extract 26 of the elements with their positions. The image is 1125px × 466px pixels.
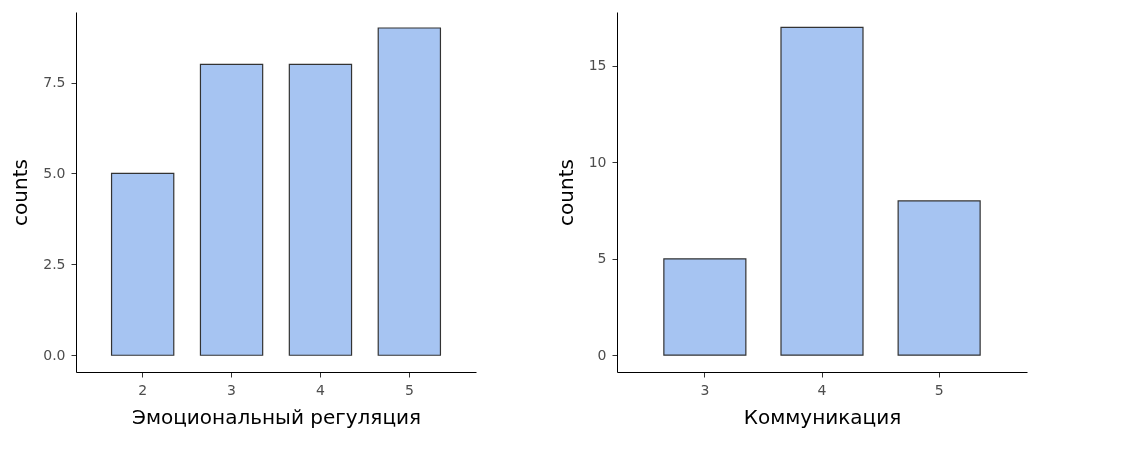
y-tick-label: 15 [588,57,607,74]
y-tick-label: 5 [597,250,607,267]
y-tick-label: 0 [597,346,607,363]
x-axis-title: Коммуникация [743,404,902,429]
bar [377,27,442,356]
x-tick-label: 2 [138,381,148,398]
x-tick-label: 3 [227,381,237,398]
x-tick-label: 4 [817,381,827,398]
y-axis-title: counts [553,159,578,226]
x-tick-label: 5 [934,381,944,398]
bar [199,63,264,356]
bar [110,172,175,356]
y-axis-title: counts [8,159,33,226]
x-axis-title: Эмоциональный регуляция [131,404,422,429]
x-tick-label: 4 [315,381,325,398]
bar [897,200,981,356]
y-tick-label: 10 [588,153,607,170]
y-tick-label: 5.0 [43,164,66,181]
y-tick-label: 0.0 [43,346,66,363]
y-tick-label: 2.5 [43,255,66,272]
bar [288,63,353,356]
x-tick-label: 3 [700,381,710,398]
bar [663,258,747,356]
y-tick-label: 7.5 [43,74,66,91]
x-tick-label: 5 [404,381,414,398]
bar [780,26,864,356]
